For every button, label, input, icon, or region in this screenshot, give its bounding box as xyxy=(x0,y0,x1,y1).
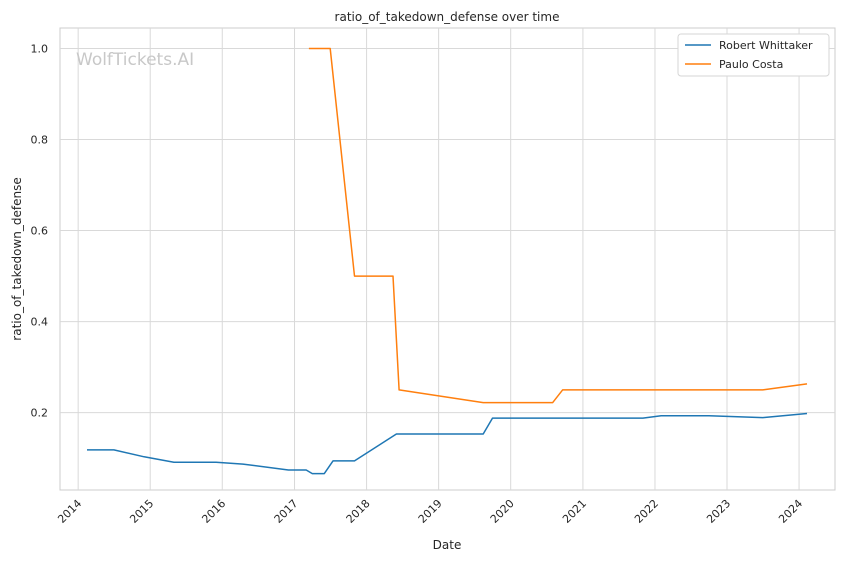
x-tick-label: 2021 xyxy=(560,497,589,526)
series-lines xyxy=(87,47,808,475)
legend: Robert Whittaker Paulo Costa xyxy=(677,33,830,77)
legend-label-robert-whittaker: Robert Whittaker xyxy=(719,39,813,52)
y-tick-label: 0.2 xyxy=(31,407,49,420)
x-tick-label: 2022 xyxy=(632,497,661,526)
x-axis-label: Date xyxy=(433,538,462,552)
legend-box xyxy=(677,33,830,77)
x-tick-label: 2014 xyxy=(55,497,84,526)
x-tick-label: 2018 xyxy=(344,497,373,526)
y-axis-label: ratio_of_takedown_defense xyxy=(10,177,24,340)
x-axis: 2014 2015 2016 2017 2018 2019 2020 2021 2022 2023… xyxy=(55,497,805,526)
x-tick-label: 2020 xyxy=(488,497,517,526)
series-line-paulo-costa xyxy=(308,47,808,404)
x-tick-label: 2015 xyxy=(127,497,156,526)
series-line-robert-whittaker xyxy=(87,412,808,475)
y-tick-label: 0.6 xyxy=(31,225,49,238)
x-tick-label: 2016 xyxy=(199,497,228,526)
x-tick-label: 2019 xyxy=(416,497,445,526)
legend-label-paulo-costa: Paulo Costa xyxy=(719,58,783,71)
y-tick-label: 0.4 xyxy=(31,316,49,329)
y-tick-label: 0.8 xyxy=(31,134,49,147)
watermark: WolfTickets.AI xyxy=(76,50,194,70)
x-tick-label: 2024 xyxy=(776,497,805,526)
chart-title: ratio_of_takedown_defense over time xyxy=(335,10,560,24)
plot-area xyxy=(59,27,836,491)
x-tick-label: 2017 xyxy=(272,497,301,526)
y-tick-label: 1.0 xyxy=(31,42,49,55)
x-tick-label: 2023 xyxy=(704,497,733,526)
y-axis: 0.2 0.4 0.6 0.8 1.0 xyxy=(31,42,49,419)
grid xyxy=(60,28,835,490)
